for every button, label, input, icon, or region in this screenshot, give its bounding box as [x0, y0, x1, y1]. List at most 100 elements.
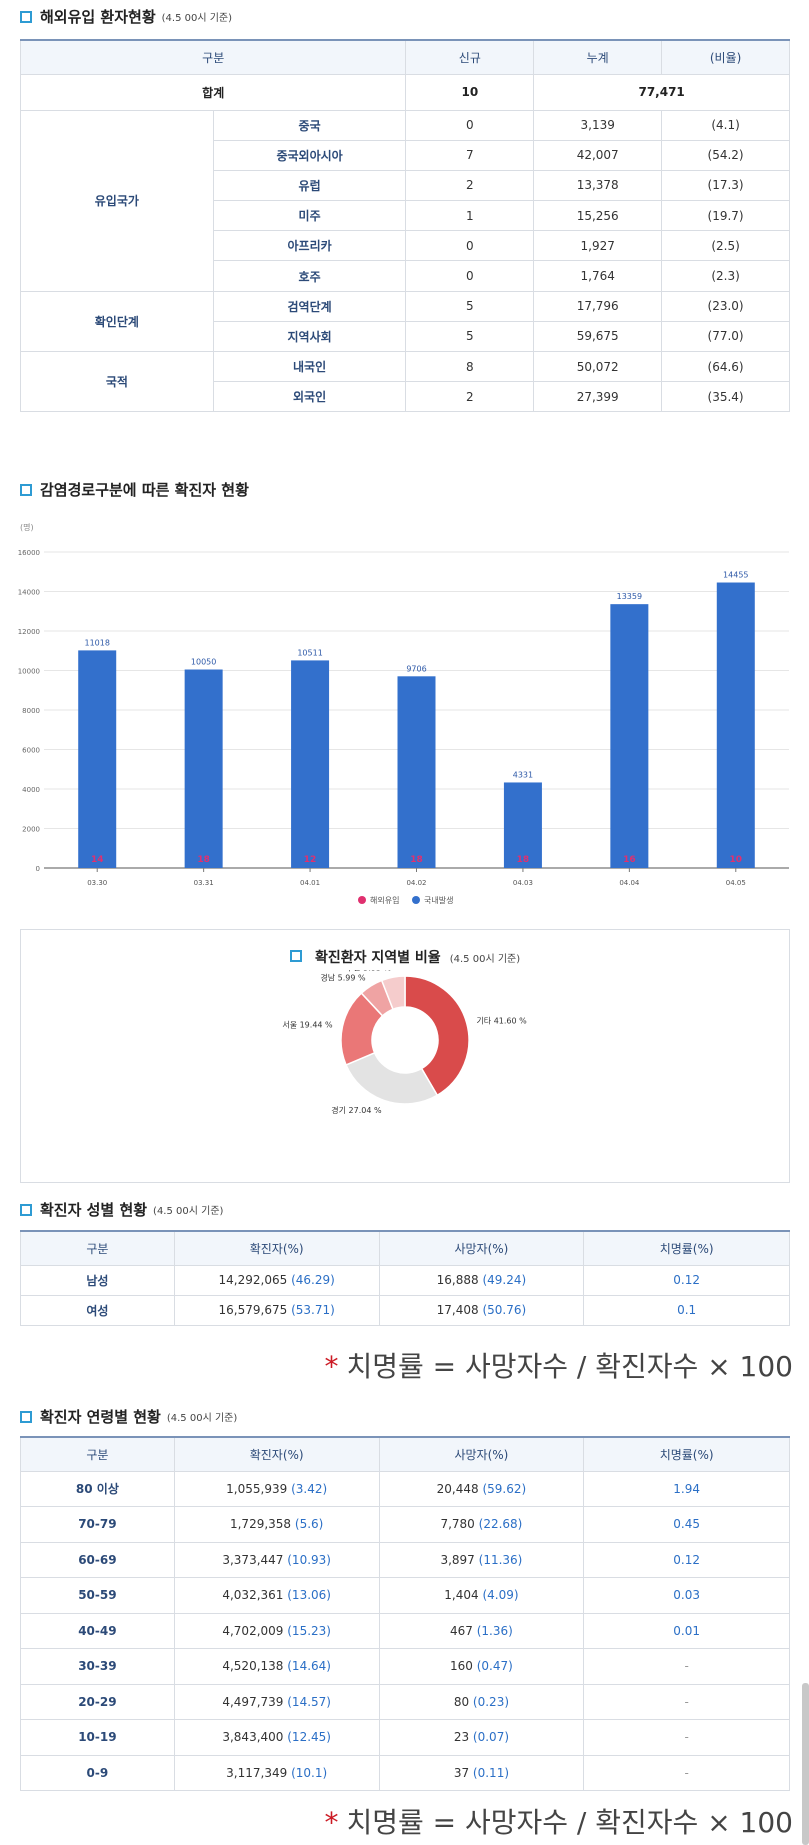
fatality-rate: 1.94	[583, 1470, 790, 1507]
overseas-table: 구분 신규 누계 (비율) 합계 10 77,471 유입국가 중국 0 3,139(…	[19, 39, 790, 413]
bar-value-label: 13359	[617, 592, 642, 601]
death-percent: (50.76)	[482, 1303, 527, 1317]
table-row: 미주 1 15,256 (19.7)	[21, 200, 790, 232]
row-cumulative: 15,256	[533, 200, 663, 232]
row-label: 70-79	[20, 1506, 175, 1543]
fatality-rate: 0.03	[583, 1577, 790, 1614]
row-new: 2	[405, 381, 535, 413]
deaths-cell: 17,408 (50.76)	[378, 1294, 585, 1326]
death-count: 80	[453, 1694, 470, 1709]
fatality-rate: 0.12	[583, 1541, 790, 1578]
y-tick-label: 10000	[18, 668, 40, 676]
confirmed-count: 3,373,447	[222, 1552, 284, 1567]
x-tick-label: 04.05	[726, 879, 746, 887]
asterisk-mark: *	[324, 1350, 339, 1383]
row-cumulative: 42,007	[533, 139, 663, 171]
row-new: 5	[405, 290, 535, 322]
confirmed-percent: (5.6)	[294, 1517, 324, 1532]
route-bar-chart: (명) 0 2000 4000 6000 8000 10000 12000 14000 16000…	[18, 522, 789, 905]
square-bullet-icon	[20, 483, 32, 496]
header-new: 신규	[405, 39, 535, 75]
table-row: 80 이상 1,055,939 (3.42) 20,448 (59.62) 1.94	[20, 1470, 790, 1507]
death-count: 3,897	[440, 1552, 475, 1567]
bar-domestic	[716, 582, 755, 868]
fatality-rate: -	[583, 1648, 790, 1685]
age-section-title: 확진자 연령별 현황 (4.5 00시 기준)	[20, 1406, 237, 1427]
table-row: 남성 14,292,065 (46.29) 16,888 (49.24) 0.12	[20, 1264, 790, 1296]
death-percent: (22.68)	[478, 1517, 523, 1532]
fatality-formula-note: * 치명률 = 사망자수 / 확진자수 × 100	[324, 1345, 793, 1385]
table-row: 10-19 3,843,400 (12.45) 23 (0.07) -	[20, 1719, 790, 1756]
pie-slice	[380, 975, 406, 1011]
region-pie-chart: 기타 41.60 % 경기 27.04 % 서울 19.44 % 경남 5.99 %부…	[282, 970, 527, 1115]
gender-header-fatality: 치명률(%)	[583, 1230, 790, 1266]
y-tick-label: 0	[36, 865, 40, 873]
gender-section-title: 확진자 성별 현황 (4.5 00시 기준)	[20, 1199, 223, 1220]
row-cumulative: 1,927	[533, 230, 663, 262]
overseas-total-row: 합계 10 77,471	[19, 73, 790, 111]
confirmed-count: 4,497,739	[222, 1694, 284, 1709]
row-label: 남성	[20, 1264, 175, 1296]
region-chart-box: 확진환자 지역별 비율 (4.5 00시 기준) 기타 41.60 % 경기 27…	[20, 929, 790, 1183]
y-axis-unit: (명)	[20, 522, 34, 532]
death-percent: (0.07)	[472, 1730, 510, 1745]
deaths-cell: 20,448 (59.62)	[378, 1470, 585, 1507]
confirmed-cell: 1,055,939 (3.42)	[173, 1470, 380, 1507]
y-tick-label: 4000	[22, 786, 40, 794]
bar-value-label: 11018	[84, 638, 109, 647]
y-tick-label: 6000	[22, 747, 40, 755]
death-count: 160	[450, 1659, 473, 1674]
gender-table: 구분 확진자(%) 사망자(%) 치명률(%) 남성 14,292,065 (46…	[20, 1230, 790, 1326]
bar-domestic	[397, 676, 436, 868]
confirmed-cell: 4,032,361 (13.06)	[173, 1577, 380, 1614]
row-new: 0	[405, 230, 535, 262]
overseas-value-label: 18	[197, 855, 210, 865]
deaths-cell: 16,888 (49.24)	[378, 1264, 585, 1296]
confirmed-cell: 4,497,739 (14.57)	[173, 1683, 380, 1720]
group-label: 국적	[20, 350, 214, 413]
confirmed-cell: 3,843,400 (12.45)	[173, 1719, 380, 1756]
legend-domestic-marker	[412, 896, 420, 904]
deaths-cell: 467 (1.36)	[378, 1612, 585, 1649]
overseas-value-label: 18	[517, 855, 530, 865]
y-tick-label: 8000	[22, 707, 40, 715]
row-new: 0	[405, 109, 535, 141]
death-count: 16,888	[436, 1273, 479, 1287]
age-header-row: 구분 확진자(%) 사망자(%) 치명률(%)	[20, 1436, 790, 1472]
death-percent: (4.09)	[482, 1588, 519, 1603]
x-tick-label: 04.02	[406, 879, 426, 887]
page-scrollbar[interactable]	[802, 1683, 809, 1845]
fatality-rate: 0.12	[583, 1264, 790, 1296]
row-label: 0-9	[20, 1754, 175, 1791]
table-row: 50-59 4,032,361 (13.06) 1,404 (4.09) 0.03	[20, 1577, 790, 1614]
table-row: 호주 0 1,764 (2.3)	[21, 260, 790, 292]
row-label: 호주	[212, 260, 407, 292]
death-count: 17,408	[436, 1303, 479, 1317]
header-ratio: (비율)	[661, 39, 790, 75]
death-percent: (49.24)	[482, 1273, 527, 1287]
age-header-category: 구분	[20, 1436, 175, 1472]
table-row: 국적 내국인 8 50,072 (64.6)	[20, 350, 790, 413]
row-label: 검역단계	[212, 290, 407, 322]
age-header-deaths: 사망자(%)	[378, 1436, 585, 1472]
table-row: 0-9 3,117,349 (10.1) 37 (0.11) -	[20, 1754, 790, 1791]
region-chart-subtitle: (4.5 00시 기준)	[449, 954, 521, 965]
square-bullet-icon	[20, 10, 32, 23]
x-tick-label: 04.04	[619, 879, 640, 887]
death-percent: (0.11)	[472, 1765, 510, 1780]
death-count: 37	[453, 1765, 470, 1780]
row-ratio: (64.6)	[661, 350, 790, 383]
row-label: 40-49	[20, 1612, 175, 1649]
death-percent: (0.47)	[476, 1659, 513, 1674]
table-row: 유럽 2 13,378 (17.3)	[21, 169, 790, 202]
x-tick-label: 04.03	[513, 879, 533, 887]
death-count: 23	[453, 1730, 470, 1745]
row-label: 60-69	[20, 1541, 175, 1578]
confirmed-count: 4,520,138	[222, 1659, 284, 1674]
table-row: 유입국가 중국 0 3,139 (4.1)	[20, 109, 790, 292]
age-header-fatality: 치명률(%)	[583, 1436, 790, 1472]
age-table: 구분 확진자(%) 사망자(%) 치명률(%) 80 이상 1,055,939 (…	[20, 1436, 790, 1791]
pie-slice-label: 경기 27.04 %	[331, 1105, 382, 1115]
table-row: 30-39 4,520,138 (14.64) 160 (0.47) -	[20, 1648, 790, 1685]
row-label: 지역사회	[212, 320, 407, 353]
